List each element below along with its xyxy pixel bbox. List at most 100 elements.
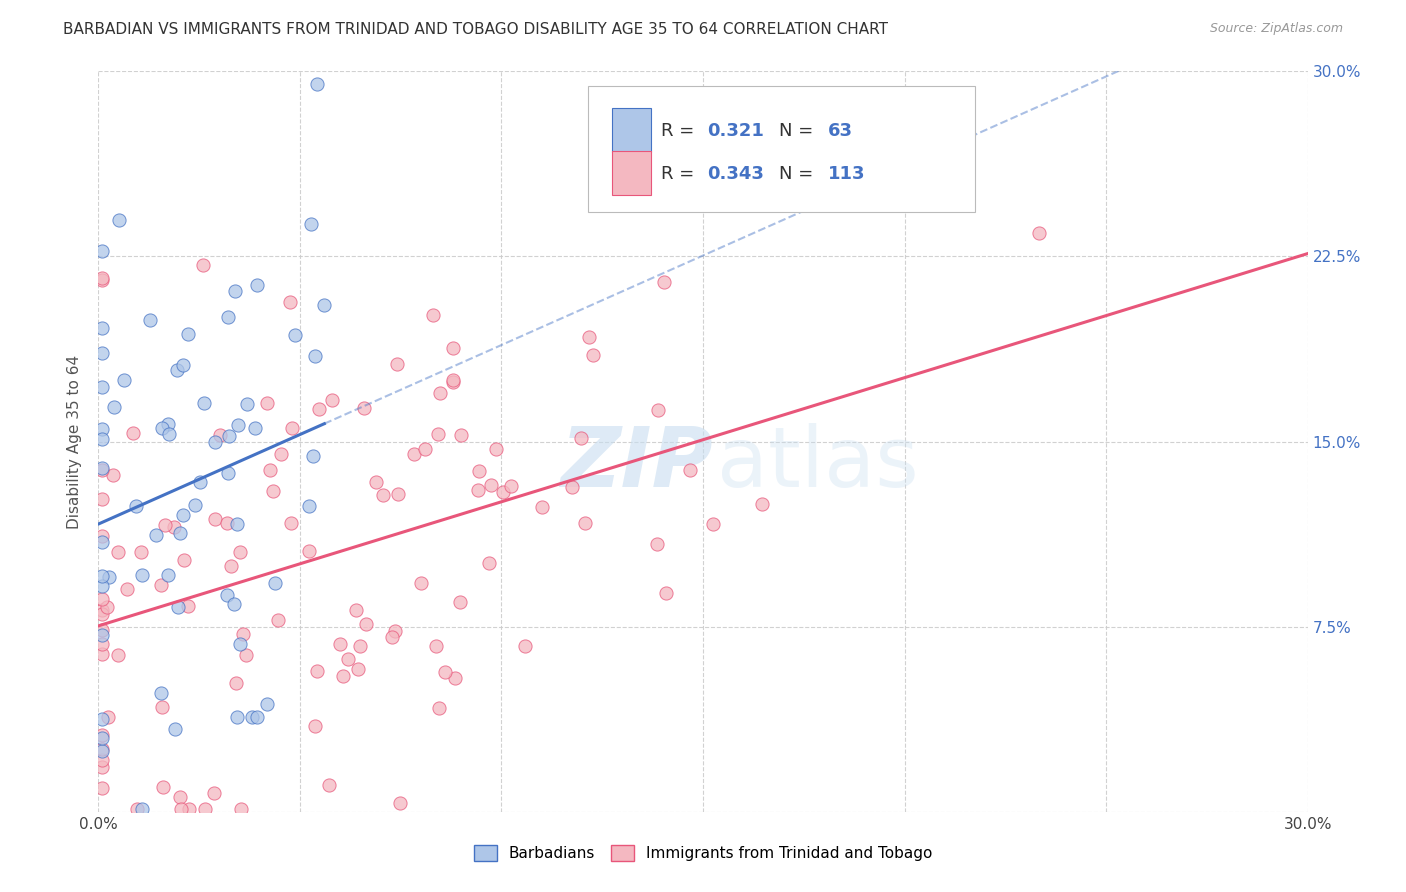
Point bbox=[217, 466, 239, 480]
Point bbox=[91, 273, 114, 287]
FancyBboxPatch shape bbox=[588, 87, 976, 212]
Point bbox=[449, 595, 471, 609]
Point bbox=[91, 463, 114, 477]
FancyBboxPatch shape bbox=[613, 152, 651, 195]
Point bbox=[107, 545, 129, 559]
Point bbox=[329, 637, 352, 651]
Point bbox=[152, 780, 174, 795]
Point bbox=[131, 567, 153, 582]
Point bbox=[305, 664, 328, 678]
Point bbox=[321, 392, 343, 407]
Point bbox=[91, 742, 114, 756]
Point bbox=[169, 526, 191, 541]
Point bbox=[129, 545, 152, 559]
Point bbox=[578, 329, 600, 343]
Point bbox=[299, 217, 322, 231]
Point bbox=[561, 480, 583, 494]
Point bbox=[153, 518, 176, 533]
Point bbox=[492, 484, 515, 499]
Point bbox=[389, 797, 412, 811]
Point bbox=[91, 321, 114, 335]
Point bbox=[150, 699, 173, 714]
Point bbox=[96, 710, 118, 724]
Point bbox=[173, 553, 195, 567]
Point bbox=[91, 637, 114, 651]
Point bbox=[318, 778, 340, 792]
Text: atlas: atlas bbox=[717, 423, 918, 504]
Point bbox=[262, 483, 284, 498]
Point bbox=[91, 647, 114, 661]
Text: 113: 113 bbox=[828, 164, 865, 183]
Point bbox=[226, 709, 249, 723]
Point bbox=[91, 461, 114, 475]
Point bbox=[256, 697, 278, 711]
Point bbox=[427, 427, 450, 442]
Point bbox=[307, 77, 329, 91]
Point bbox=[172, 358, 194, 372]
Point bbox=[267, 613, 290, 627]
Point bbox=[131, 802, 153, 816]
Point bbox=[107, 648, 129, 662]
Point bbox=[354, 617, 377, 632]
Text: N =: N = bbox=[779, 164, 820, 183]
Point bbox=[232, 627, 254, 641]
Point bbox=[166, 363, 188, 377]
Point bbox=[349, 640, 371, 654]
Point bbox=[478, 556, 501, 570]
Point bbox=[91, 728, 114, 742]
Point bbox=[125, 802, 148, 816]
Point bbox=[202, 786, 225, 800]
Point bbox=[314, 298, 336, 312]
Point bbox=[145, 527, 167, 541]
Point bbox=[204, 512, 226, 526]
Legend: Barbadians, Immigrants from Trinidad and Tobago: Barbadians, Immigrants from Trinidad and… bbox=[468, 838, 938, 867]
Point bbox=[301, 449, 323, 463]
Point bbox=[332, 668, 354, 682]
Point bbox=[215, 589, 238, 603]
Point bbox=[344, 602, 367, 616]
Point bbox=[308, 402, 330, 417]
Point bbox=[1028, 226, 1050, 240]
Text: R =: R = bbox=[661, 164, 700, 183]
Point bbox=[157, 417, 180, 431]
Point bbox=[429, 386, 451, 401]
Text: BARBADIAN VS IMMIGRANTS FROM TRINIDAD AND TOBAGO DISABILITY AGE 35 TO 64 CORRELA: BARBADIAN VS IMMIGRANTS FROM TRINIDAD AN… bbox=[63, 22, 889, 37]
Point bbox=[149, 686, 172, 700]
Point bbox=[177, 327, 200, 342]
Point bbox=[163, 723, 186, 737]
Point bbox=[112, 373, 135, 387]
Text: 0.343: 0.343 bbox=[707, 164, 763, 183]
Point bbox=[218, 429, 240, 443]
Point bbox=[162, 520, 184, 534]
Point bbox=[569, 431, 592, 445]
Point bbox=[242, 710, 264, 724]
Point bbox=[150, 420, 173, 434]
Point bbox=[225, 676, 247, 690]
Point bbox=[91, 753, 114, 767]
Point bbox=[172, 508, 194, 523]
Point bbox=[96, 600, 118, 615]
Point bbox=[236, 397, 259, 411]
Point bbox=[678, 463, 700, 477]
Point bbox=[215, 516, 238, 530]
Point bbox=[91, 579, 114, 593]
Point bbox=[176, 599, 198, 614]
Point bbox=[91, 781, 114, 796]
Point bbox=[91, 380, 114, 394]
Point bbox=[284, 327, 307, 342]
Text: N =: N = bbox=[779, 121, 820, 139]
Point bbox=[235, 648, 257, 663]
Point bbox=[91, 535, 114, 549]
Point bbox=[259, 463, 281, 477]
Point bbox=[184, 498, 207, 512]
Point bbox=[413, 442, 436, 456]
Point bbox=[263, 576, 285, 591]
Point bbox=[193, 396, 215, 410]
Point bbox=[384, 624, 406, 638]
Point bbox=[228, 545, 250, 559]
Point bbox=[91, 244, 114, 259]
Point bbox=[226, 516, 249, 531]
Point bbox=[245, 277, 267, 292]
Point bbox=[169, 802, 191, 816]
Point bbox=[381, 630, 404, 644]
